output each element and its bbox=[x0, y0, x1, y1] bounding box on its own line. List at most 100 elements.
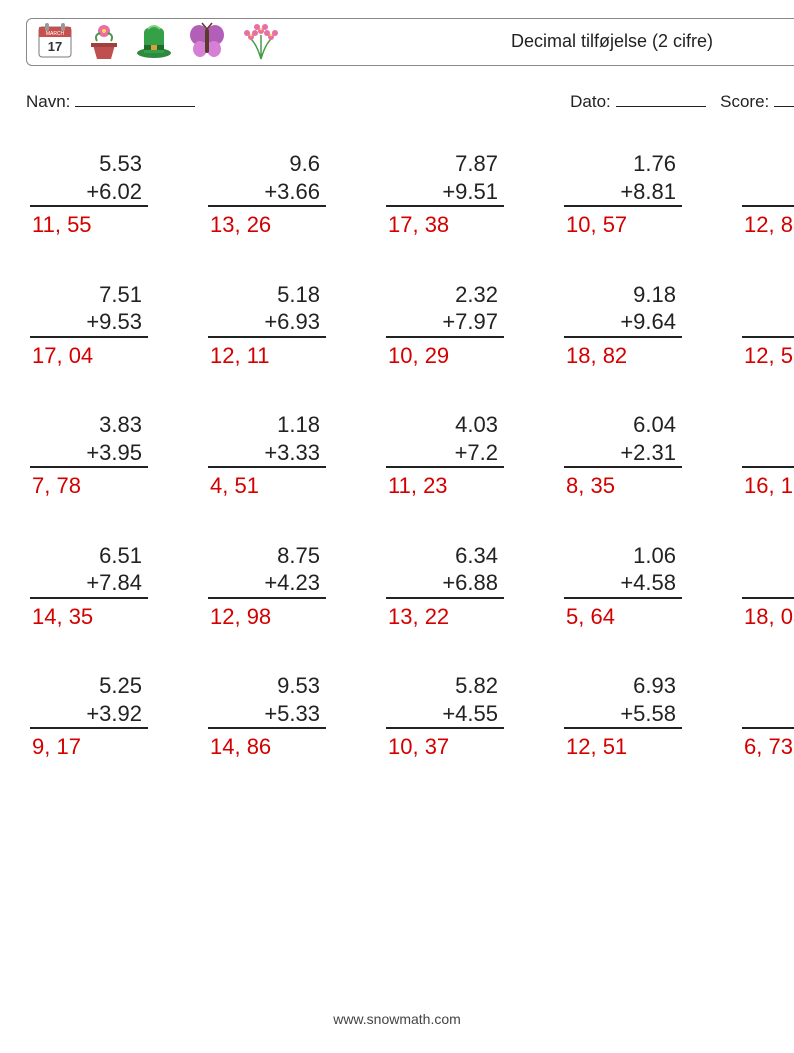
addend-bottom: +6.02 bbox=[30, 178, 148, 208]
problem-grid: 5.53+6.0211, 559.6+3.6613, 267.87+9.5117… bbox=[30, 150, 794, 803]
problem: 1.18+3.334, 51 bbox=[208, 411, 326, 500]
problem: 4.03+7.211, 23 bbox=[386, 411, 504, 500]
addend-top: 1.18 bbox=[208, 411, 326, 439]
answer: 6, 73 bbox=[742, 729, 794, 761]
problem: 9.18+9.6418, 82 bbox=[564, 281, 682, 370]
problem: 3.4+3.36, 73 bbox=[742, 672, 794, 761]
problem-row: 3.83+3.957, 78 1.18+3.334, 51 4.03+7.211, … bbox=[30, 411, 794, 500]
addend-top: 4.03 bbox=[386, 411, 504, 439]
footer-url: www.snowmath.com bbox=[0, 1011, 794, 1027]
problem: 9.6+3.6613, 26 bbox=[208, 150, 326, 239]
answer: 5, 64 bbox=[564, 599, 682, 631]
butterfly-icon bbox=[187, 21, 227, 61]
addend-bottom: +4. bbox=[742, 178, 794, 208]
worksheet-page: 17 MARCH bbox=[0, 0, 794, 1053]
addend-top: 3.83 bbox=[30, 411, 148, 439]
problem: 6.51+7.8414, 35 bbox=[30, 542, 148, 631]
name-blank bbox=[75, 92, 195, 107]
addend-bottom: +9.51 bbox=[386, 178, 504, 208]
problem: 5.18+6.9312, 11 bbox=[208, 281, 326, 370]
problem: 3.83+3.957, 78 bbox=[30, 411, 148, 500]
flower-pot-icon bbox=[87, 21, 121, 61]
problem: 5.53+6.0211, 55 bbox=[30, 150, 148, 239]
answer: 12, 83 bbox=[742, 207, 794, 239]
addend-top: 6.04 bbox=[564, 411, 682, 439]
addend-bottom: +5.58 bbox=[564, 700, 682, 730]
problem-row: 5.53+6.0211, 55 9.6+3.6613, 26 7.87+9.5117… bbox=[30, 150, 794, 239]
addend-bottom: +6.93 bbox=[208, 308, 326, 338]
answer: 12, 98 bbox=[208, 599, 326, 631]
addend-bottom: +4.55 bbox=[386, 700, 504, 730]
answer: 18, 03 bbox=[742, 599, 794, 631]
addend-top: 5.18 bbox=[208, 281, 326, 309]
calendar-icon: 17 MARCH bbox=[37, 21, 73, 61]
flowers-icon bbox=[241, 21, 281, 61]
header-box: 17 MARCH bbox=[26, 18, 794, 66]
date-blank bbox=[616, 92, 706, 107]
addend-top: 5.25 bbox=[30, 672, 148, 700]
addend-bottom: +6.88 bbox=[386, 569, 504, 599]
date-field: Dato: bbox=[570, 92, 720, 112]
problem: 9.+8.18, 03 bbox=[742, 542, 794, 631]
answer: 17, 04 bbox=[30, 338, 148, 370]
problem: 6.+5.12, 53 bbox=[742, 281, 794, 370]
answer: 12, 53 bbox=[742, 338, 794, 370]
addend-bottom: +9.53 bbox=[30, 308, 148, 338]
answer: 14, 35 bbox=[30, 599, 148, 631]
date-label: Dato: bbox=[570, 92, 611, 111]
addend-bottom: +8.81 bbox=[564, 178, 682, 208]
addend-bottom: +3.33 bbox=[208, 439, 326, 469]
problem: 7.87+9.5117, 38 bbox=[386, 150, 504, 239]
answer: 14, 86 bbox=[208, 729, 326, 761]
answer: 10, 29 bbox=[386, 338, 504, 370]
score-blank bbox=[774, 92, 794, 107]
answer: 7, 78 bbox=[30, 468, 148, 500]
addend-top: 8.75 bbox=[208, 542, 326, 570]
problem: 7.+8.16, 19 bbox=[742, 411, 794, 500]
problem: 1.06+4.585, 64 bbox=[564, 542, 682, 631]
header-icons: 17 MARCH bbox=[37, 21, 281, 61]
problem: 6.93+5.5812, 51 bbox=[564, 672, 682, 761]
answer: 10, 37 bbox=[386, 729, 504, 761]
answer: 4, 51 bbox=[208, 468, 326, 500]
addend-top: 1.06 bbox=[564, 542, 682, 570]
problem: 8.75+4.2312, 98 bbox=[208, 542, 326, 631]
problem: 2.32+7.9710, 29 bbox=[386, 281, 504, 370]
addend-bottom: +2.31 bbox=[564, 439, 682, 469]
addend-top: 9.6 bbox=[208, 150, 326, 178]
addend-bottom: +9.64 bbox=[564, 308, 682, 338]
addend-top: 9.18 bbox=[564, 281, 682, 309]
addend-top: 1.76 bbox=[564, 150, 682, 178]
addend-bottom: +7.2 bbox=[386, 439, 504, 469]
addend-top: 7. bbox=[742, 411, 794, 439]
problem: 5.25+3.929, 17 bbox=[30, 672, 148, 761]
addend-bottom: +3.3 bbox=[742, 700, 794, 730]
answer: 11, 55 bbox=[30, 207, 148, 239]
addend-bottom: +7.97 bbox=[386, 308, 504, 338]
problem: 9.53+5.3314, 86 bbox=[208, 672, 326, 761]
addend-bottom: +7.84 bbox=[30, 569, 148, 599]
addend-top: 7.51 bbox=[30, 281, 148, 309]
answer: 17, 38 bbox=[386, 207, 504, 239]
addend-bottom: +3.95 bbox=[30, 439, 148, 469]
problem: 7.51+9.5317, 04 bbox=[30, 281, 148, 370]
problem-row: 6.51+7.8414, 358.75+4.2312, 986.34+6.881… bbox=[30, 542, 794, 631]
answer: 8, 35 bbox=[564, 468, 682, 500]
answer: 11, 23 bbox=[386, 468, 504, 500]
answer: 16, 19 bbox=[742, 468, 794, 500]
addend-top: 6.51 bbox=[30, 542, 148, 570]
addend-top: 5.53 bbox=[30, 150, 148, 178]
svg-text:17: 17 bbox=[48, 39, 62, 54]
problem: 5.82+4.5510, 37 bbox=[386, 672, 504, 761]
addend-bottom: +5.33 bbox=[208, 700, 326, 730]
answer: 13, 26 bbox=[208, 207, 326, 239]
name-label: Navn: bbox=[26, 92, 70, 111]
addend-top: 9.53 bbox=[208, 672, 326, 700]
addend-bottom: +8. bbox=[742, 569, 794, 599]
hat-icon bbox=[135, 21, 173, 61]
problem-row: 5.25+3.929, 17 9.53+5.3314, 86 5.82+4.5510… bbox=[30, 672, 794, 761]
addend-top: 3.4 bbox=[742, 672, 794, 700]
score-field: Score: bbox=[720, 92, 794, 112]
svg-text:MARCH: MARCH bbox=[46, 31, 65, 37]
addend-top: 7.87 bbox=[386, 150, 504, 178]
